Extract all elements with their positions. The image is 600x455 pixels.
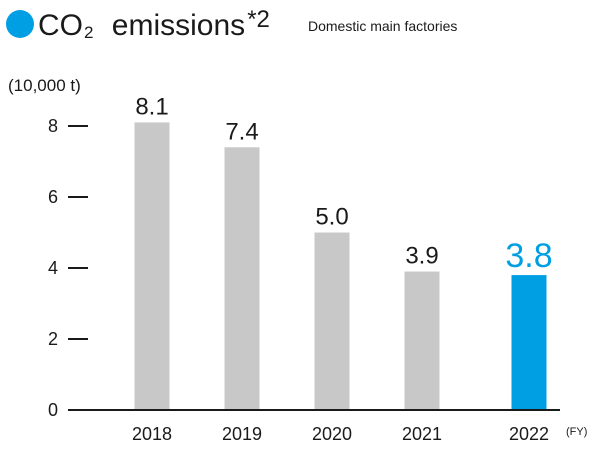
bar-2018 (134, 122, 170, 410)
value-label-2019: 7.4 (225, 118, 258, 145)
x-tick-label-2022: 2022 (509, 424, 549, 444)
bar-2020 (314, 232, 350, 410)
value-label-2021: 3.9 (405, 243, 438, 270)
value-label-2020: 5.0 (315, 204, 348, 231)
x-tick-label-2018: 2018 (132, 424, 172, 444)
bar-2019 (224, 147, 260, 411)
y-tick-label-2: 2 (48, 329, 58, 349)
title-text: CO2 emissions*2 (38, 5, 270, 42)
bar-2022 (511, 275, 547, 410)
x-tick-label-2021: 2021 (402, 424, 442, 444)
y-tick-label-8: 8 (48, 116, 58, 136)
y-tick-label-6: 6 (48, 187, 58, 207)
chart-subtitle: Domestic main factories (308, 18, 458, 34)
bar-2021 (404, 271, 440, 410)
x-axis-unit-label: (FY) (566, 426, 587, 438)
y-tick-label-0: 0 (48, 400, 58, 420)
value-label-2022: 3.8 (505, 237, 552, 275)
title-bullet-icon (6, 10, 34, 38)
x-tick-label-2019: 2019 (222, 424, 262, 444)
y-axis-unit-label: (10,000 t) (8, 76, 81, 95)
y-tick-label-4: 4 (48, 258, 58, 278)
value-label-2018: 8.1 (135, 93, 168, 120)
x-tick-label-2020: 2020 (312, 424, 352, 444)
chart-title: CO2 emissions*2 (6, 4, 270, 44)
